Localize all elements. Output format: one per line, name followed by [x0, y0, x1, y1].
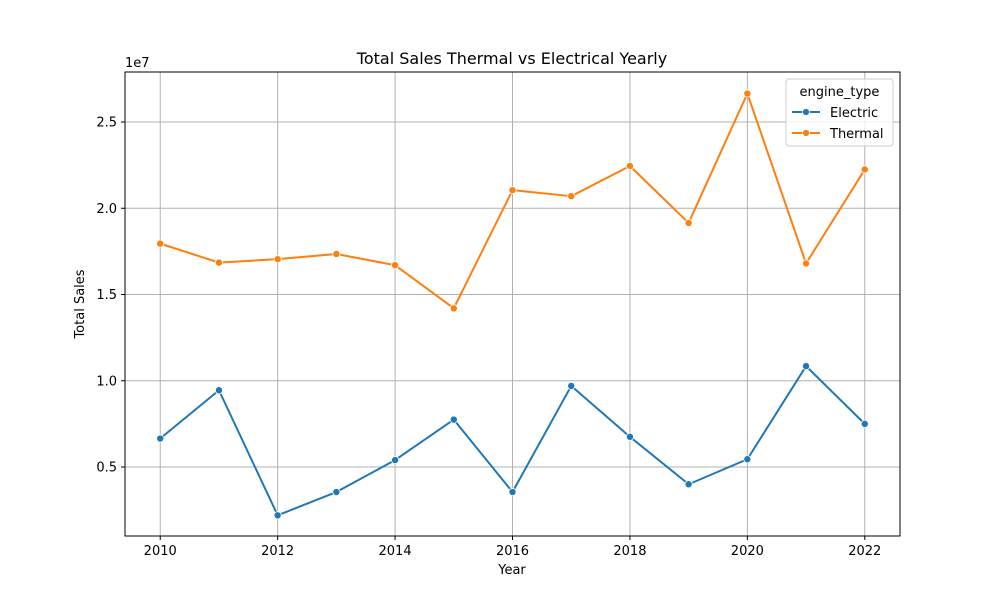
data-point-electric [391, 456, 400, 465]
legend-marker-electric [802, 108, 810, 116]
x-tick-label: 2018 [613, 544, 646, 559]
y-tick-label: 2.0 [96, 202, 117, 217]
data-point-electric [860, 419, 869, 428]
data-point-thermal [802, 259, 811, 268]
grid-lines [125, 72, 900, 536]
chart-title: Total Sales Thermal vs Electrical Yearly [356, 49, 667, 68]
legend-label-electric: Electric [830, 106, 878, 121]
legend-marker-thermal [802, 129, 810, 137]
axis-ticks: 2010 2012 2014 2016 2018 2020 2022 0.5 1.0 1.5 2.0… [96, 116, 881, 559]
data-point-thermal [508, 186, 517, 195]
data-point-electric [156, 434, 165, 443]
data-point-electric [567, 381, 576, 390]
y-axis-label: Total Sales [73, 269, 88, 339]
x-tick-label: 2010 [144, 544, 177, 559]
x-tick-label: 2020 [731, 544, 764, 559]
y-axis-offset-label: 1e7 [125, 56, 150, 71]
data-point-thermal [743, 89, 752, 98]
data-point-thermal [214, 258, 223, 267]
legend-box [785, 78, 894, 147]
legend: engine_type Electric Thermal [785, 78, 894, 147]
x-tick-label: 2016 [496, 544, 529, 559]
data-point-thermal [625, 162, 634, 171]
data-point-thermal [684, 218, 693, 227]
x-tick-label: 2022 [848, 544, 881, 559]
y-tick-label: 1.0 [96, 374, 117, 389]
data-point-thermal [391, 261, 400, 270]
data-point-electric [449, 415, 458, 424]
x-tick-label: 2014 [379, 544, 412, 559]
data-point-electric [508, 488, 517, 497]
data-point-thermal [156, 239, 165, 248]
data-point-electric [273, 511, 282, 520]
y-tick-label: 1.5 [96, 288, 117, 303]
data-point-thermal [449, 304, 458, 313]
data-point-thermal [332, 249, 341, 258]
series-lines [156, 89, 869, 520]
x-tick-label: 2012 [261, 544, 294, 559]
legend-title: engine_type [800, 85, 880, 100]
legend-label-thermal: Thermal [829, 127, 884, 142]
data-point-electric [625, 432, 634, 441]
y-tick-label: 0.5 [96, 461, 117, 476]
data-point-thermal [273, 255, 282, 264]
data-point-electric [332, 488, 341, 497]
y-tick-label: 2.5 [96, 116, 117, 131]
data-point-electric [684, 480, 693, 489]
x-axis-label: Year [497, 563, 526, 578]
data-point-electric [743, 455, 752, 464]
data-point-electric [214, 386, 223, 395]
data-point-thermal [567, 192, 576, 201]
data-point-thermal [860, 165, 869, 174]
data-point-electric [802, 362, 811, 371]
